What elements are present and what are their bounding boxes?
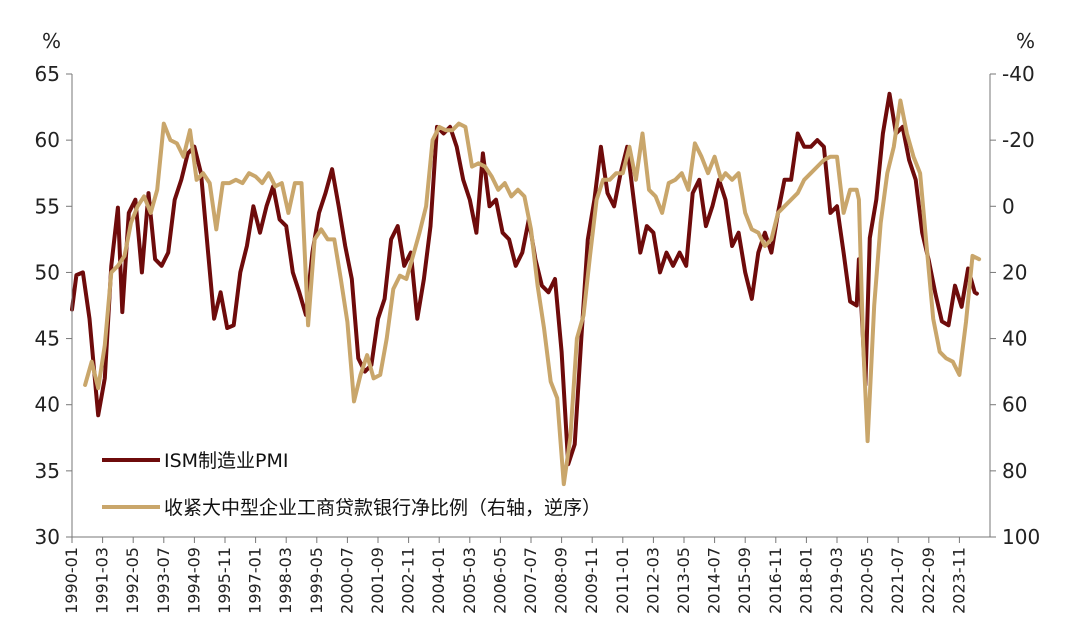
left-tick-label: 65 [35, 62, 60, 86]
left-tick-label: 55 [35, 194, 60, 218]
left-tick-label: 45 [35, 327, 60, 351]
right-axis-ticks: -40 -20 0 20 40 60 80 100 [990, 62, 1040, 549]
x-tick-label: 1991-03 [93, 547, 112, 614]
x-tick-label: 2009-11 [582, 547, 601, 614]
x-tick-label: 2015-09 [735, 547, 754, 614]
x-tick-label: 2019-03 [827, 547, 846, 614]
right-tick-label: 20 [1002, 260, 1027, 284]
right-tick-label: 60 [1002, 393, 1027, 417]
x-tick-label: 2021-07 [888, 547, 907, 614]
x-tick-label: 2018-01 [796, 547, 815, 614]
x-tick-label: 2022-09 [919, 547, 938, 614]
series-line-pmi [70, 91, 979, 467]
x-tick-label: 2012-03 [643, 547, 662, 614]
series-lines [70, 91, 982, 487]
right-tick-label: -20 [1002, 128, 1035, 152]
x-tick-label: 2020-05 [858, 547, 877, 614]
x-tick-label: 1999-05 [307, 547, 326, 614]
left-tick-label: 40 [35, 393, 60, 417]
left-tick-label: 50 [35, 260, 60, 284]
x-tick-label: 1992-05 [123, 547, 142, 614]
x-tick-label: 2008-09 [552, 547, 571, 614]
x-tick-label: 2005-03 [460, 547, 479, 614]
x-tick-label: 2013-05 [674, 547, 693, 614]
x-tick-label: 2001-09 [368, 547, 387, 614]
x-axis-ticks: 1990-01 1991-03 1992-05 1993-07 1994-09 1995-… [62, 537, 968, 614]
right-tick-label: 0 [1002, 194, 1015, 218]
left-axis-unit: % [42, 29, 61, 53]
x-tick-label: 2007-07 [521, 547, 540, 614]
x-tick-label: 2002-11 [399, 547, 418, 614]
x-tick-label: 1997-01 [246, 547, 265, 614]
x-tick-label: 1995-11 [215, 547, 234, 614]
x-tick-label: 2023-11 [949, 547, 968, 614]
x-tick-label: 2006-05 [490, 547, 509, 614]
legend: ISM制造业PMI 收紧大中型企业工商贷款银行净比例（右轴，逆序） [102, 450, 601, 519]
right-tick-label: -40 [1002, 62, 1035, 86]
right-tick-label: 40 [1002, 327, 1027, 351]
x-tick-label: 2016-11 [766, 547, 785, 614]
series-line-loans [83, 98, 982, 487]
x-tick-label: 2014-07 [705, 547, 724, 614]
left-tick-label: 35 [35, 459, 60, 483]
x-tick-label: 1994-09 [184, 547, 203, 614]
x-tick-label: 1998-03 [276, 547, 295, 614]
x-tick-label: 2011-01 [613, 547, 632, 614]
x-tick-label: 1990-01 [62, 547, 81, 614]
legend-label-pmi: ISM制造业PMI [164, 450, 289, 472]
right-tick-label: 80 [1002, 459, 1027, 483]
legend-label-loans: 收紧大中型企业工商贷款银行净比例（右轴，逆序） [164, 497, 601, 519]
x-tick-label: 2004-01 [429, 547, 448, 614]
right-tick-label: 100 [1002, 525, 1040, 549]
x-tick-label: 1993-07 [154, 547, 173, 614]
right-axis-unit: % [1016, 29, 1035, 53]
left-tick-label: 60 [35, 128, 60, 152]
left-axis-ticks: 30 35 40 45 50 55 60 65 [35, 62, 72, 549]
left-tick-label: 30 [35, 525, 60, 549]
x-tick-label: 2000-07 [337, 547, 356, 614]
